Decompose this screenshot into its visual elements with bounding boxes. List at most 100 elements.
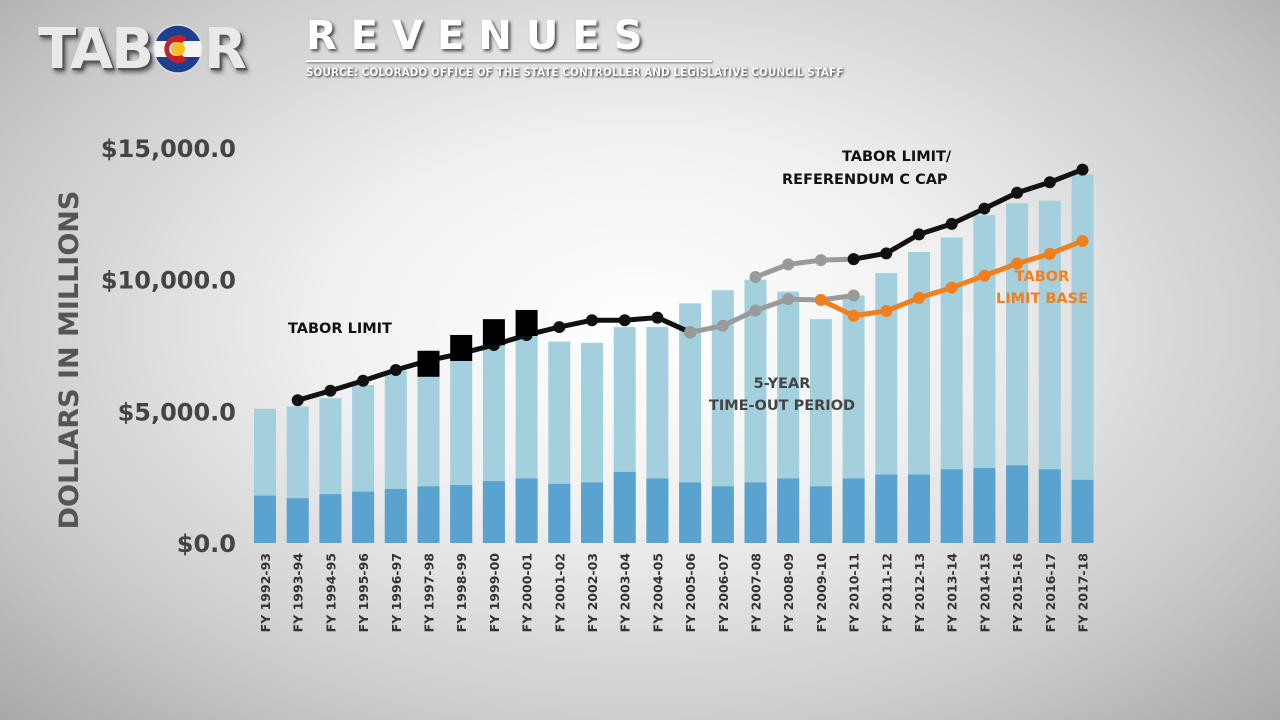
x-tick-label: FY 1997-98 (422, 553, 437, 632)
logo-text-left: TAB (38, 16, 154, 82)
bars-layer (254, 174, 1094, 544)
limit-base-point (1043, 247, 1056, 260)
bar-lower (581, 482, 603, 543)
x-tick-label: FY 2011-12 (879, 553, 894, 632)
timeout-lower-point (716, 319, 729, 332)
tabor-limit-point (291, 394, 304, 407)
timeout-lower-point (847, 289, 860, 302)
x-tick-label: FY 2007-08 (749, 553, 764, 632)
referendum-c-cap-point (1011, 186, 1024, 199)
bar-lower (450, 485, 473, 543)
bar-lower (515, 478, 538, 543)
annotation-limit-base-line1: TABOR (1015, 269, 1070, 285)
timeout-lower-point (749, 304, 762, 317)
bar-lower (254, 495, 276, 543)
x-tick-label: FY 2002-03 (585, 553, 600, 632)
bar-lower (646, 478, 669, 543)
bar-lower (1006, 465, 1029, 543)
source-note: SOURCE: COLORADO OFFICE OF THE STATE CON… (306, 65, 844, 79)
x-tick-label: FY 2010-11 (847, 553, 862, 632)
excess-revenue-marker (482, 319, 505, 346)
page-title: REVENUES (306, 13, 657, 59)
bar-lower (744, 482, 767, 543)
tabor-limit-point (357, 374, 370, 387)
referendum-c-cap-point (913, 228, 925, 241)
x-tick-label: FY 1993-94 (291, 553, 306, 633)
bar-total (973, 215, 996, 543)
annotation-limit-base-line2: LIMIT BASE (996, 291, 1088, 307)
tabor-logo: TAB R (38, 14, 247, 84)
y-axis: $0.0 $5,000.0 $10,000.0 $15,000.0 (101, 135, 236, 558)
referendum-c-cap-point (847, 253, 860, 266)
x-tick-label: FY 1998-99 (454, 553, 469, 632)
referendum-c-cap-point (1076, 163, 1089, 176)
bar-lower (482, 481, 505, 543)
limit-base-point (1011, 257, 1024, 270)
x-tick-label: FY 2017-18 (1076, 553, 1091, 632)
x-tick-label: FY 1995-96 (356, 553, 371, 633)
y-axis-label: DOLLARS IN MILLIONS (54, 191, 85, 530)
bar-total (744, 279, 767, 543)
x-tick-label: FY 2001-02 (552, 553, 567, 632)
annotation-tabor-limit: TABOR LIMIT (288, 321, 392, 337)
referendum-c-cap-point (945, 217, 958, 230)
x-tick-label: FY 2000-01 (520, 553, 535, 632)
limit-base-point (1076, 234, 1089, 247)
title-underline (306, 60, 712, 62)
bar-lower (777, 478, 800, 543)
annotation-ref-c-line2: REFERENDUM C CAP (782, 172, 948, 188)
bar-lower (940, 469, 963, 543)
x-tick-label: FY 2008-09 (781, 553, 796, 632)
bar-lower (973, 467, 996, 543)
bar-total (1071, 174, 1094, 544)
tabor-limit-point (389, 363, 402, 376)
bar-total (711, 290, 734, 543)
x-tick-label: FY 2012-13 (912, 553, 927, 632)
limit-base-point (847, 309, 860, 322)
x-tick-label: FY 2015-16 (1010, 553, 1025, 633)
referendum-c-cap-point (1043, 176, 1056, 189)
timeout-upper-line (753, 256, 857, 280)
tabor-limit-point (651, 311, 664, 324)
logo-text-right: R (203, 16, 247, 82)
excess-revenue-marker (450, 334, 473, 361)
bar-lower (352, 491, 375, 543)
annotation-ref-c-line1: TABOR LIMIT/ (842, 149, 952, 165)
bar-lower (711, 486, 734, 543)
bar-total (908, 252, 930, 543)
bar-lower (1038, 469, 1061, 543)
limit-base-point (913, 291, 925, 304)
timeout-upper-point (782, 258, 795, 271)
y-tick-label: $10,000.0 (101, 267, 236, 295)
bar-lower (548, 483, 571, 543)
bar-total (1006, 203, 1029, 544)
bar-lower (384, 489, 407, 543)
limit-base-point (978, 269, 991, 282)
x-tick-label: FY 2005-06 (683, 553, 698, 633)
colorado-flag-icon (153, 24, 203, 74)
timeout-lower-point (782, 293, 795, 306)
x-tick-label: FY 1994-95 (323, 553, 338, 632)
annotation-timeout-line2: TIME-OUT PERIOD (709, 398, 855, 414)
excess-revenue-marker (417, 350, 440, 377)
x-axis: FY 1992-93 FY 1993-94 FY 1994-95 FY 1995-96… (258, 553, 1091, 633)
bar-lower (417, 486, 440, 543)
x-tick-label: FY 1999-00 (487, 553, 502, 633)
timeout-upper-point (814, 254, 827, 267)
bar-lower (809, 486, 832, 543)
x-tick-label: FY 2003-04 (618, 553, 633, 633)
referendum-c-cap-point (978, 202, 991, 215)
tabor-limit-point (553, 321, 566, 334)
bar-lower (908, 474, 930, 543)
x-tick-label: FY 1996-97 (389, 553, 404, 632)
bar-lower (286, 498, 309, 543)
limit-base-point (945, 281, 958, 294)
x-tick-label: FY 2013-14 (945, 553, 960, 633)
referendum-c-cap-point (880, 247, 893, 260)
x-tick-label: FY 2009-10 (814, 553, 829, 633)
timeout-lower-point (684, 326, 697, 339)
bar-lower (679, 482, 702, 543)
excess-revenue-marker (515, 309, 538, 336)
limit-base-point (880, 305, 893, 318)
